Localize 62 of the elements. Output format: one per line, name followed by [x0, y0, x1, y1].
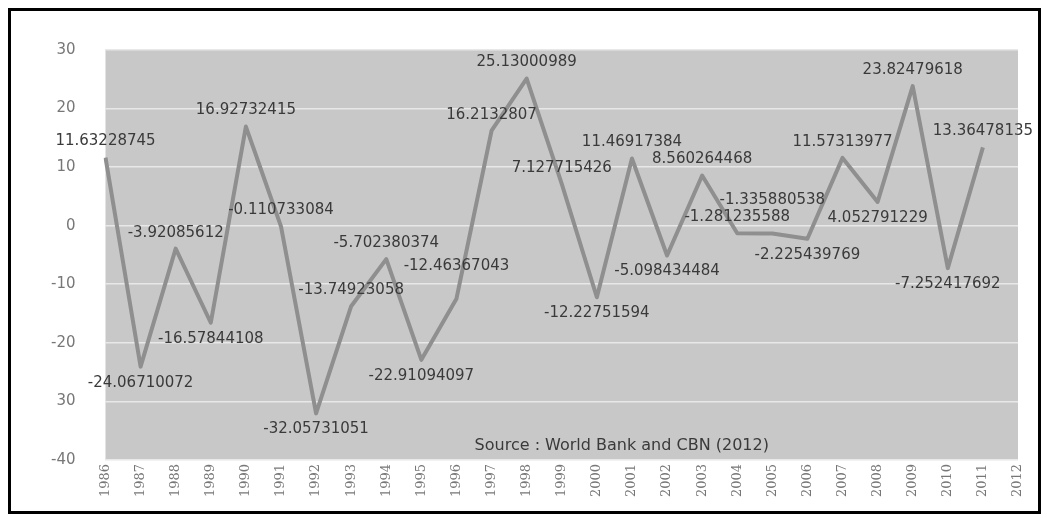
- y-tick-label: -10: [51, 274, 76, 293]
- data-label: 11.63228745: [55, 131, 156, 150]
- y-tick-label: 30: [56, 39, 76, 58]
- x-tick-label: 2007: [833, 463, 849, 498]
- x-tick-label: 1999: [553, 463, 569, 498]
- annotation: Source : World Bank and CBN (2012): [474, 435, 769, 455]
- x-tick-label: 1994: [377, 463, 393, 498]
- data-label: 8.560264468: [652, 149, 753, 168]
- data-label: 7.127715426: [511, 157, 612, 176]
- x-tick-label: 1987: [131, 463, 147, 498]
- x-tick-label: 2008: [868, 463, 884, 498]
- data-label: 11.46917384: [581, 132, 683, 151]
- data-label: -16.57844108: [157, 328, 264, 347]
- data-label: -1.335880538: [719, 190, 826, 209]
- data-label: 11.57313977: [792, 131, 893, 150]
- x-tick-label: 1991: [272, 463, 288, 498]
- y-tick-label: 0: [65, 215, 76, 234]
- data-label: -22.91094097: [368, 365, 475, 384]
- x-tick-label: 2006: [798, 463, 814, 498]
- y-tick-label: 10: [56, 157, 76, 176]
- x-tick-label: 2010: [939, 463, 955, 498]
- y-tick-label: -20: [51, 332, 76, 351]
- data-label: -32.05731051: [263, 419, 369, 438]
- x-tick-label: 1993: [342, 463, 358, 498]
- x-tick-label: 1997: [482, 463, 498, 498]
- data-label: 16.2132807: [446, 104, 537, 123]
- x-tick-label: 2011: [974, 463, 990, 498]
- x-tick-label: 1995: [412, 463, 428, 498]
- data-label: -1.281235588: [684, 207, 791, 226]
- x-tick-label: 2005: [763, 463, 779, 498]
- data-label: 25.13000989: [476, 52, 577, 71]
- data-label: -24.06710072: [87, 372, 194, 391]
- x-tick-label: 2002: [658, 463, 674, 498]
- x-tick-label: 2012: [1009, 463, 1025, 498]
- y-tick-label: 30: [56, 391, 76, 410]
- y-tick-label: 20: [56, 98, 76, 117]
- data-label: -5.098434484: [614, 261, 720, 280]
- data-label: -2.225439769: [754, 244, 861, 263]
- data-label: 13.36478135: [932, 121, 1034, 140]
- x-tick-label: 2004: [728, 463, 744, 498]
- x-tick-label: 1986: [96, 463, 112, 498]
- data-label: -12.46367043: [403, 255, 510, 274]
- x-tick-label: 2003: [693, 463, 709, 498]
- x-tick-label: 2009: [904, 463, 920, 498]
- x-tick-label: 1996: [447, 463, 463, 498]
- data-label: -0.110733084: [228, 200, 334, 219]
- data-label: -7.252417692: [895, 274, 1001, 293]
- x-tick-label: 1990: [237, 463, 253, 498]
- data-label: 16.92732415: [195, 100, 296, 119]
- x-tick-label: 2001: [623, 463, 639, 498]
- data-label: -5.702380374: [333, 232, 440, 251]
- data-label: -13.74923058: [298, 280, 404, 299]
- data-label: 23.82479618: [862, 60, 963, 79]
- x-tick-label: 1989: [202, 463, 218, 498]
- data-label: -12.22751594: [544, 303, 650, 322]
- x-tick-label: 1998: [518, 463, 534, 498]
- x-tick-label: 1988: [167, 463, 183, 498]
- y-tick-label: -40: [51, 449, 76, 468]
- data-label: -3.92085612: [127, 222, 224, 241]
- data-label: 4.052791229: [827, 207, 928, 226]
- x-tick-label: 2000: [588, 463, 604, 498]
- x-tick-label: 1992: [307, 463, 323, 498]
